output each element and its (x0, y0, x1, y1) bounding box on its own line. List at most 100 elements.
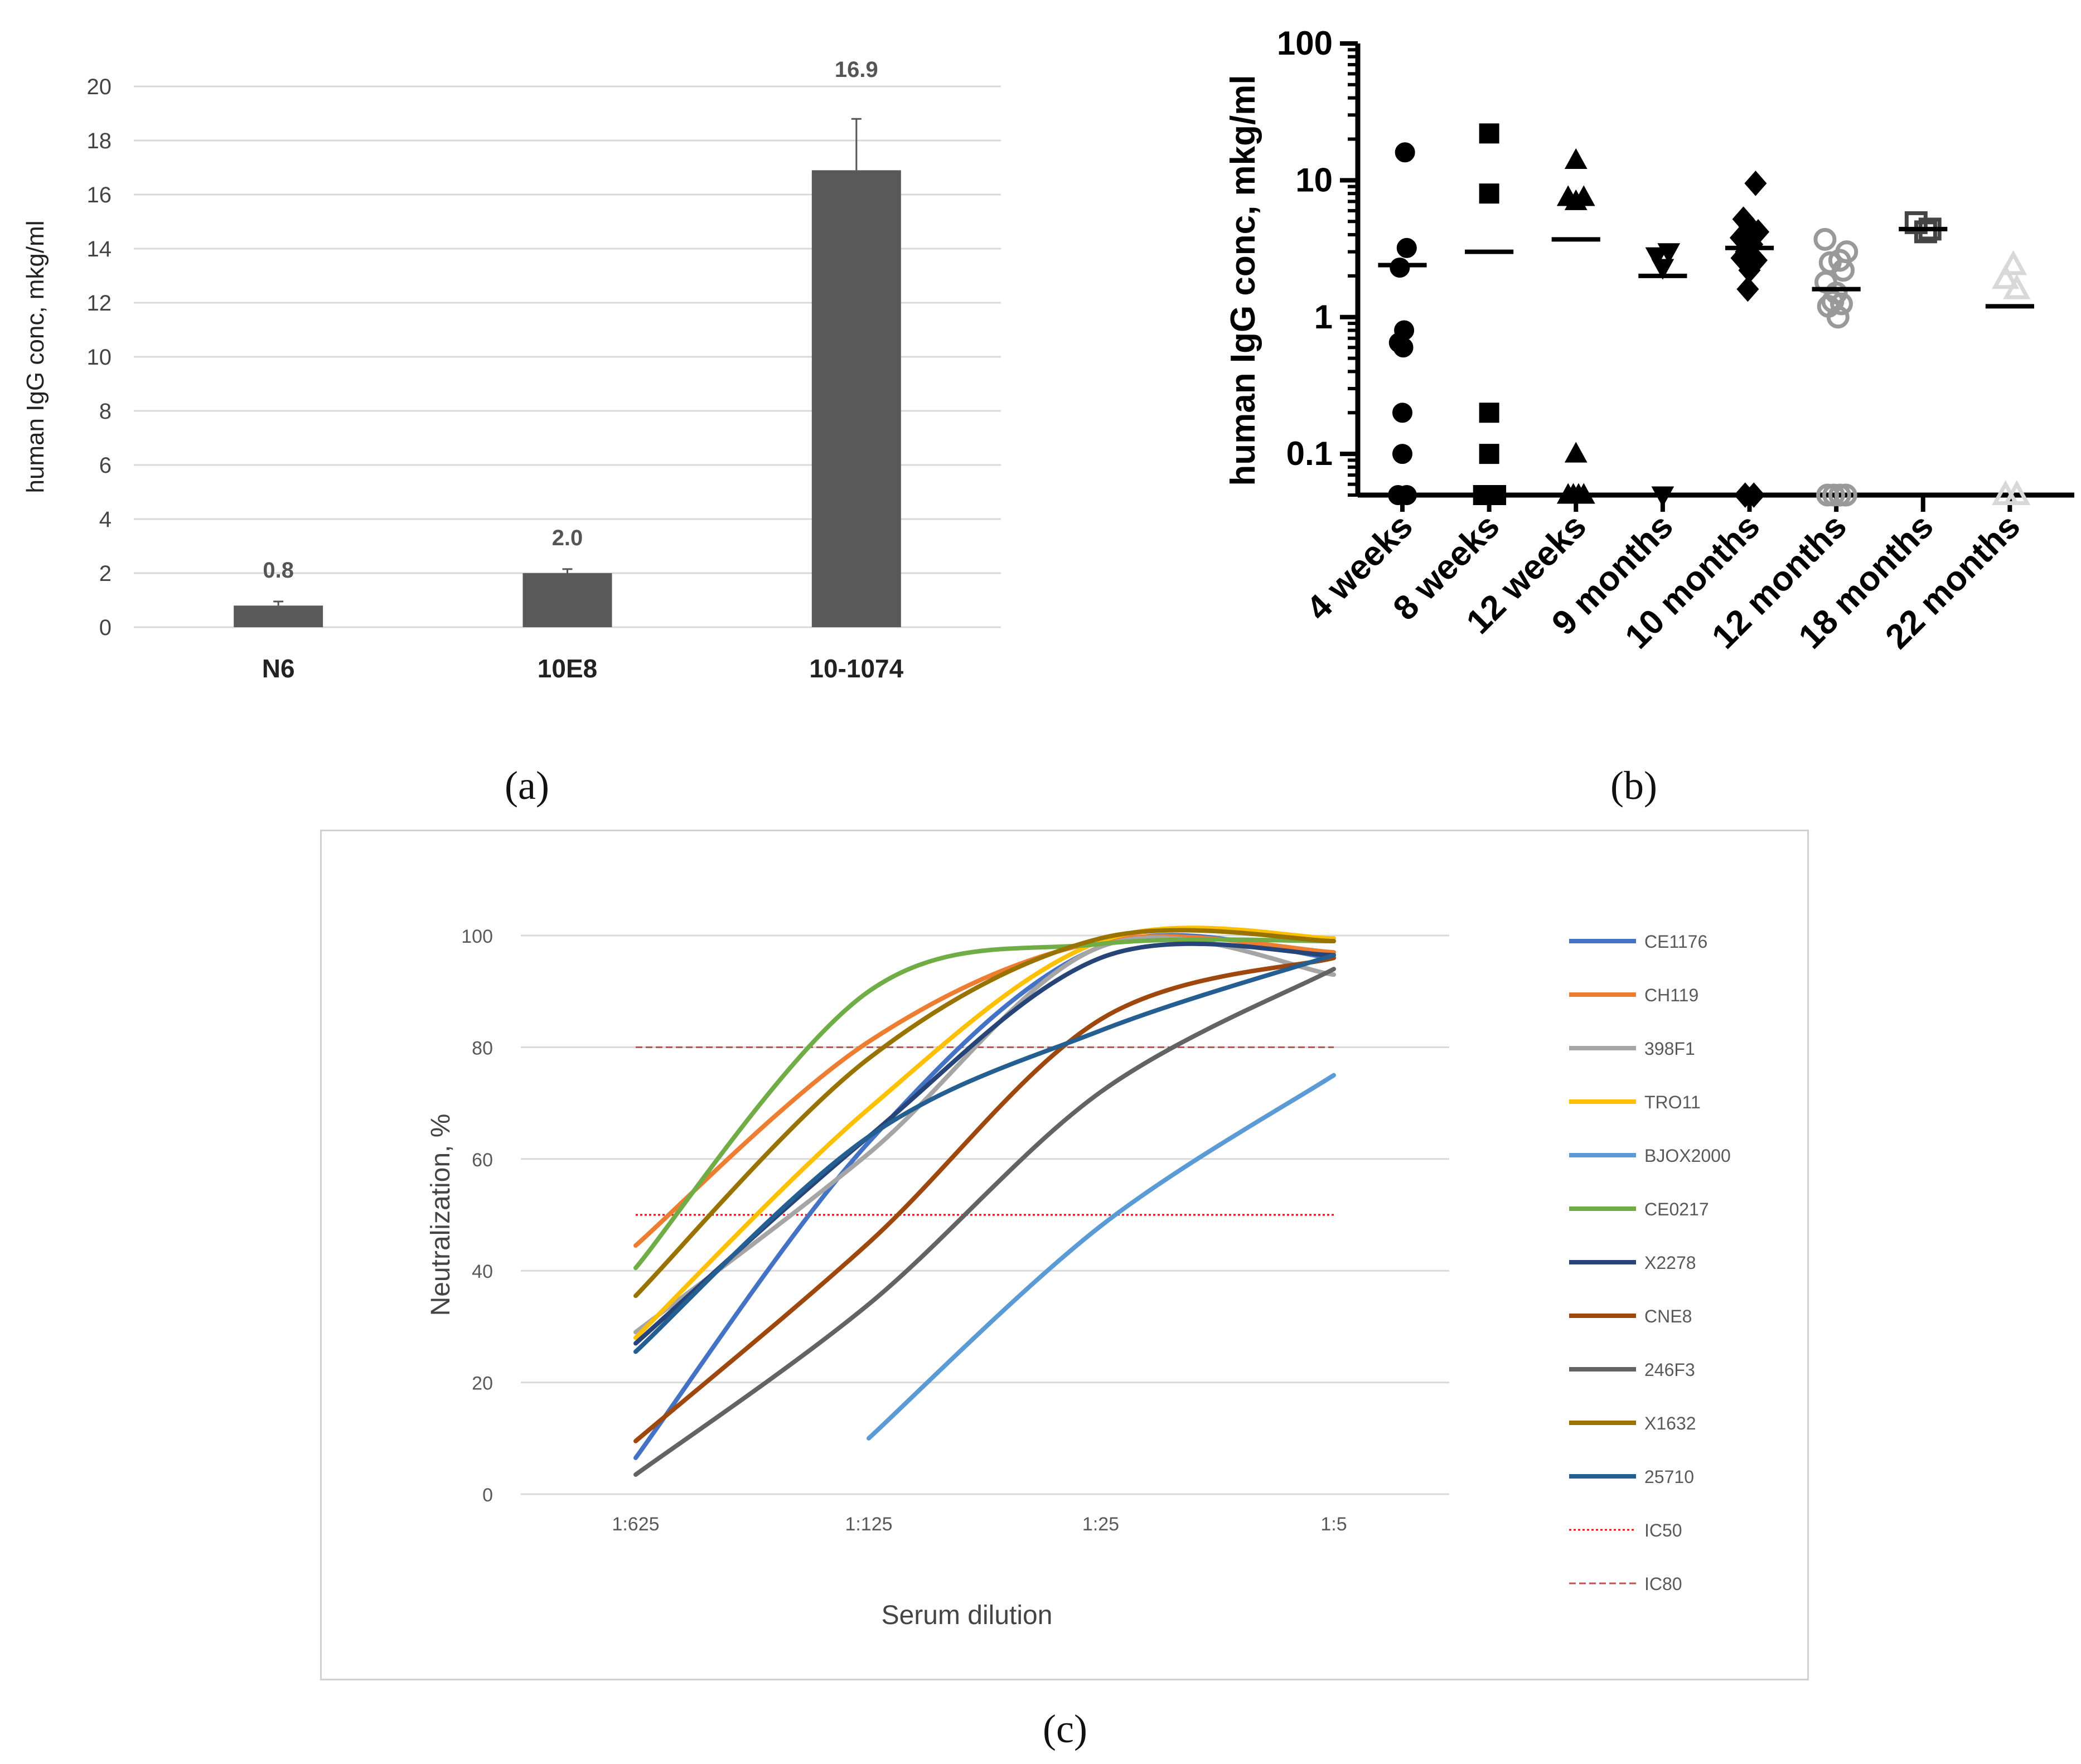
data-label-2: 16.9 (835, 57, 878, 82)
point-1-0 (1479, 123, 1499, 144)
point-0-1 (1396, 238, 1417, 258)
series-line-246F3 (633, 967, 1336, 1477)
y-tick-label-8: 16 (87, 183, 112, 207)
x-tick-label-2: 1:25 (1082, 1514, 1119, 1535)
point-1-1 (1479, 183, 1499, 204)
point-0-6 (1392, 403, 1412, 423)
point-2-3 (1572, 185, 1595, 206)
legend-label-CH119: CH119 (1644, 985, 1698, 1005)
point-3-0 (1645, 247, 1668, 268)
data-label-0: 0.8 (263, 558, 294, 583)
x-tick-label-1: 1:125 (845, 1514, 892, 1535)
chart-a: 0 2 4 6 8 10 12 14 16 18 20 0.8 N6 2.0 10E8 16.9 10-1074… (22, 57, 1001, 683)
y-axis-title: human IgG conc, mkg/ml (1224, 75, 1262, 486)
x-tick-label-0: 1:625 (612, 1514, 659, 1535)
legend-label-IC50: IC50 (1644, 1520, 1682, 1540)
point-2-4 (1564, 442, 1588, 463)
series-line-TRO11 (633, 925, 1336, 1340)
point-0-5 (1393, 337, 1414, 358)
legend-label-CE1176: CE1176 (1644, 932, 1707, 952)
x-tick-label-1: 10E8 (538, 654, 597, 683)
point-0-2 (1390, 257, 1410, 278)
series-line-CE0217 (633, 937, 1336, 1271)
point-4-10 (1736, 276, 1759, 302)
y-axis-title: human IgG conc, mkg/ml (22, 220, 49, 493)
point-2-8 (1572, 483, 1595, 504)
y-tick-label-5: 100 (461, 926, 493, 947)
point-7-1 (1991, 264, 2020, 289)
series-line-398F1 (633, 935, 1336, 1335)
point-1-3 (1479, 444, 1499, 464)
y-tick-label-1: 20 (472, 1373, 493, 1394)
series-line-X2278 (633, 941, 1336, 1346)
legend-label-IC80: IC80 (1644, 1574, 1682, 1594)
legend-label-X2278: X2278 (1644, 1253, 1696, 1273)
y-tick-label-3: 100 (1277, 25, 1333, 62)
y-tick-label-0: 0.1 (1286, 435, 1333, 472)
y-tick-label-3: 60 (472, 1150, 493, 1171)
data-label-1: 2.0 (552, 526, 583, 550)
y-tick-label-1: 2 (99, 561, 112, 586)
point-5-14 (1834, 483, 1857, 507)
legend-label-CNE8: CNE8 (1644, 1306, 1692, 1326)
y-tick-label-0: 0 (99, 616, 112, 640)
point-0-9 (1396, 485, 1417, 505)
y-tick-label-6: 12 (87, 291, 112, 316)
panel-label-a: (a) (505, 763, 549, 808)
point-5-0 (1813, 227, 1837, 251)
point-3-3 (1651, 486, 1675, 507)
point-3-1 (1657, 243, 1681, 264)
y-tick-label-1: 1 (1314, 298, 1333, 336)
legend-label-BJOX2000: BJOX2000 (1644, 1146, 1731, 1166)
point-5-10 (1826, 306, 1850, 329)
legend-label-TRO11: TRO11 (1644, 1092, 1701, 1112)
legend-label-25710: 25710 (1644, 1467, 1694, 1487)
y-tick-label-2: 10 (1295, 161, 1333, 198)
series-line-X1632 (633, 928, 1336, 1298)
bar-N6 (234, 605, 323, 627)
y-tick-label-3: 6 (99, 453, 112, 478)
y-axis-title: Neutralization, % (426, 1114, 456, 1316)
point-4-0 (1744, 171, 1767, 196)
point-6-1 (1914, 220, 1937, 244)
y-tick-label-0: 0 (482, 1485, 493, 1506)
point-7-2 (2003, 274, 2031, 299)
y-tick-label-4: 8 (99, 399, 112, 424)
y-tick-label-5: 10 (87, 345, 112, 370)
y-tick-label-10: 20 (87, 75, 112, 99)
x-axis-title: Serum dilution (882, 1601, 1053, 1630)
y-tick-label-2: 4 (99, 507, 112, 532)
series-line-25710 (633, 953, 1336, 1354)
series-line-BJOX2000 (867, 1073, 1336, 1441)
point-0-0 (1395, 142, 1415, 163)
panel-label-c: (c) (1043, 1707, 1087, 1751)
legend-label-398F1: 398F1 (1644, 1039, 1695, 1059)
y-tick-label-9: 18 (87, 129, 112, 153)
x-tick-label-3: 1:5 (1320, 1514, 1347, 1535)
chart-c-frame (320, 830, 1809, 1680)
chart-c: 0 20 40 60 80 100 1:625 1:125 1:25 1:5 CE1176 CH119… (426, 925, 1731, 1630)
point-2-0 (1564, 148, 1588, 169)
x-tick-label-0: N6 (262, 654, 295, 683)
bar-10-1074 (811, 170, 901, 628)
y-tick-label-2: 40 (472, 1261, 493, 1282)
y-tick-label-7: 14 (87, 237, 112, 261)
x-tick-label-2: 10-1074 (809, 654, 903, 683)
panel-label-b: (b) (1610, 763, 1657, 808)
point-5-2 (1828, 249, 1851, 272)
y-tick-label-4: 80 (472, 1038, 493, 1059)
point-1-7 (1486, 485, 1507, 505)
point-4-12 (1743, 482, 1765, 508)
bar-10E8 (522, 573, 612, 627)
legend-label-CE0217: CE0217 (1644, 1199, 1709, 1219)
point-3-2 (1651, 259, 1675, 280)
legend-label-X1632: X1632 (1644, 1413, 1696, 1433)
point-5-4 (1832, 259, 1855, 282)
point-7-4 (2003, 480, 2031, 505)
point-7-0 (1999, 250, 2027, 275)
series-line-CNE8 (633, 956, 1336, 1443)
legend-label-246F3: 246F3 (1644, 1360, 1695, 1380)
point-5-8 (1830, 292, 1853, 316)
point-0-7 (1392, 444, 1412, 464)
point-1-2 (1479, 403, 1499, 423)
